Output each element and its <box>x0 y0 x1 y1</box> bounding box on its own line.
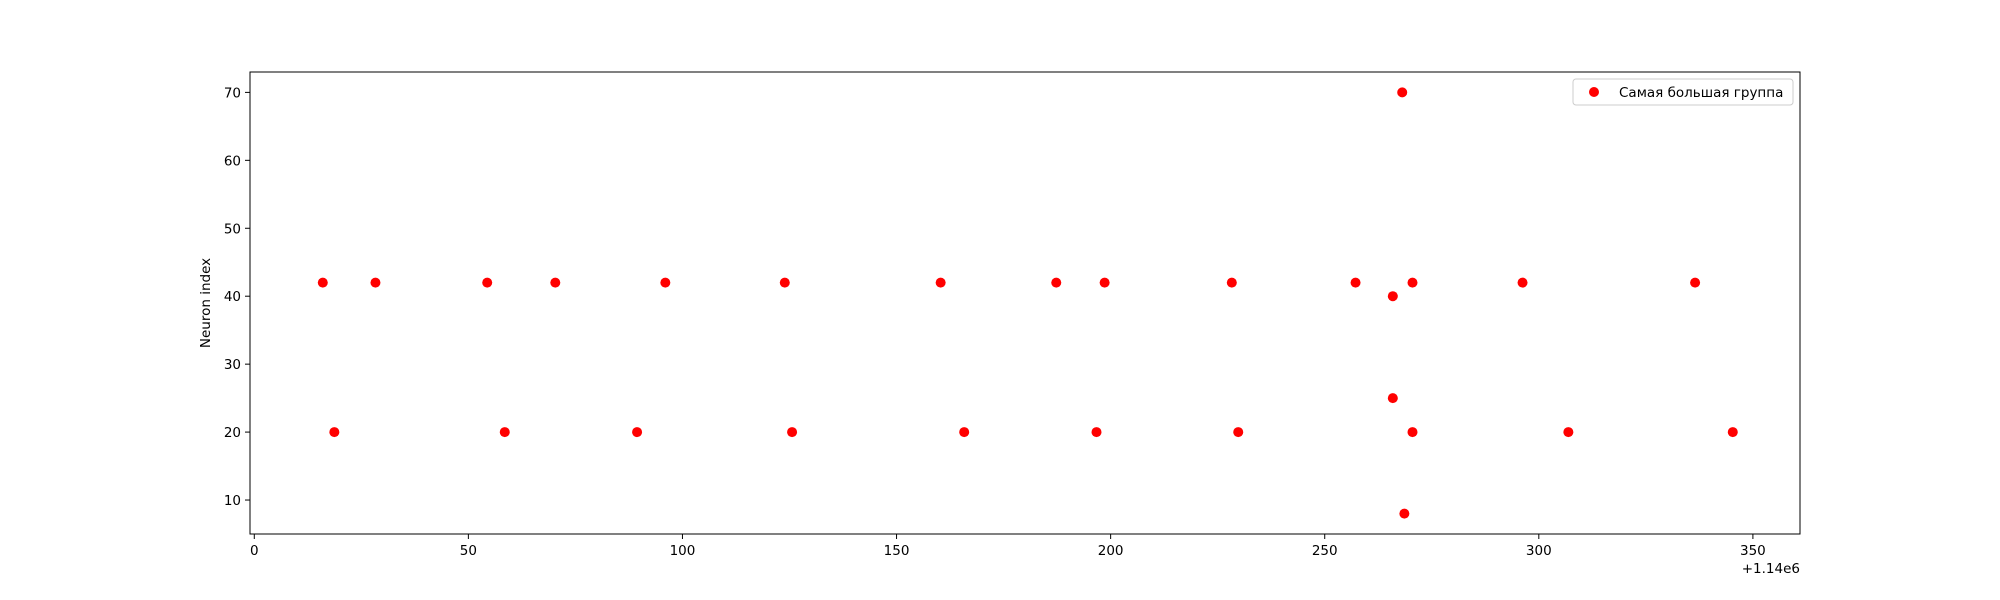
x-tick-label: 150 <box>884 543 910 559</box>
x-axis-offset-label: +1.14e6 <box>1742 561 1800 577</box>
data-point <box>1226 277 1237 288</box>
data-point <box>1099 277 1110 288</box>
data-point <box>329 427 340 438</box>
y-axis-label: Neuron index <box>198 258 214 348</box>
x-axis: 0 50 100 150 200 250 300 350 <box>250 534 1766 559</box>
data-point <box>1397 87 1408 98</box>
data-point <box>1399 508 1410 519</box>
data-point <box>1387 393 1398 404</box>
data-point <box>1350 277 1361 288</box>
data-point <box>1690 277 1701 288</box>
y-tick-label: 10 <box>224 493 241 509</box>
y-tick-label: 50 <box>224 221 241 237</box>
data-point <box>1563 427 1574 438</box>
data-point <box>317 277 328 288</box>
data-point <box>370 277 381 288</box>
data-point <box>1051 277 1062 288</box>
legend-marker <box>1589 87 1599 97</box>
data-point <box>1727 427 1738 438</box>
data-point <box>1387 291 1398 302</box>
x-tick-label: 250 <box>1312 543 1338 559</box>
data-point <box>959 427 970 438</box>
data-point <box>550 277 561 288</box>
legend: Самая большая группа <box>1572 78 1794 106</box>
data-point <box>1517 277 1528 288</box>
data-point <box>1091 427 1102 438</box>
x-tick-label: 350 <box>1740 543 1766 559</box>
x-tick-label: 0 <box>250 543 259 559</box>
data-point <box>779 277 790 288</box>
x-tick-label: 100 <box>670 543 696 559</box>
data-point <box>1407 277 1418 288</box>
legend-frame <box>1572 78 1794 106</box>
y-tick-label: 70 <box>224 85 241 101</box>
data-point <box>787 427 798 438</box>
x-tick-label: 50 <box>460 543 477 559</box>
y-axis: 10 20 30 40 50 60 70 <box>224 85 250 509</box>
data-point <box>1407 427 1418 438</box>
legend-label: Самая большая группа <box>1619 85 1783 101</box>
y-tick-label: 60 <box>224 153 241 169</box>
plot-area <box>317 87 1738 519</box>
data-point <box>935 277 946 288</box>
axes-frame <box>249 71 1801 535</box>
data-point <box>632 427 643 438</box>
data-point <box>482 277 493 288</box>
x-tick-label: 200 <box>1098 543 1124 559</box>
data-point <box>1233 427 1244 438</box>
y-tick-label: 40 <box>224 289 241 305</box>
data-point <box>499 427 510 438</box>
y-tick-label: 20 <box>224 425 241 441</box>
y-tick-label: 30 <box>224 357 241 373</box>
x-tick-label: 300 <box>1526 543 1552 559</box>
data-point <box>660 277 671 288</box>
